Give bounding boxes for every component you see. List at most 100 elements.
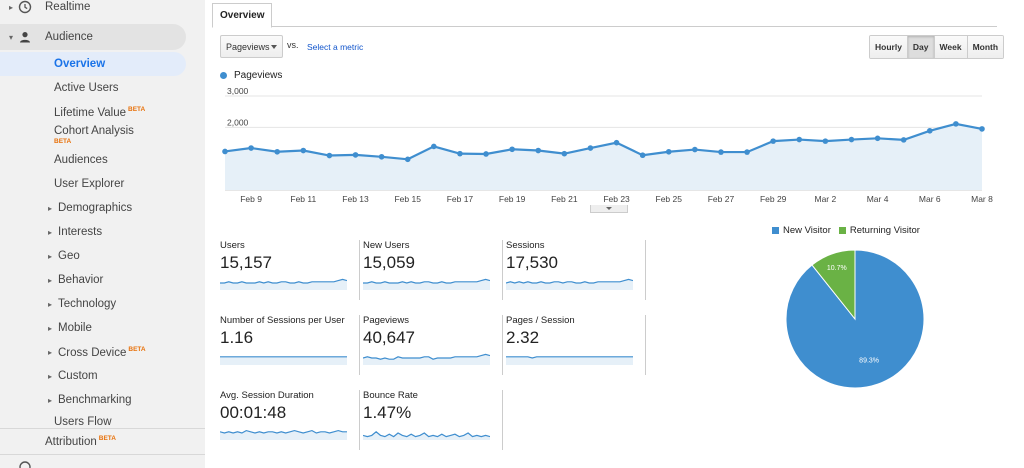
- sidebar-item-label: Geo: [58, 250, 80, 262]
- data-point[interactable]: [874, 135, 881, 142]
- sidebar-item-label: Cohort Analysis: [54, 125, 134, 137]
- pie-legend: New Visitor Returning Visitor: [772, 225, 928, 236]
- data-point[interactable]: [796, 136, 803, 143]
- week-button[interactable]: Week: [934, 36, 968, 58]
- data-point[interactable]: [378, 153, 385, 160]
- data-point[interactable]: [404, 156, 411, 163]
- sidebar-item-custom[interactable]: ▸ Custom: [0, 364, 186, 388]
- legend-label: New Visitor: [783, 225, 831, 236]
- metric-value: 15,059: [363, 253, 415, 272]
- sidebar-item-active-users[interactable]: Active Users: [0, 76, 186, 100]
- metric-tile[interactable]: Users 15,157: [220, 240, 360, 300]
- data-point[interactable]: [665, 148, 672, 155]
- data-point[interactable]: [561, 150, 568, 157]
- sidebar-item-overview[interactable]: Overview: [0, 52, 186, 76]
- data-point[interactable]: [822, 138, 829, 144]
- x-tick-label: Feb 25: [656, 194, 683, 204]
- data-point[interactable]: [352, 152, 359, 158]
- legend-item-new-visitor: New Visitor: [772, 225, 831, 236]
- month-button[interactable]: Month: [967, 36, 1004, 58]
- x-tick-label: Feb 15: [394, 194, 421, 204]
- data-point[interactable]: [953, 121, 959, 127]
- chevron-down-icon: [606, 207, 612, 210]
- data-point[interactable]: [848, 136, 855, 143]
- sidebar-item-label: Demographics: [58, 202, 133, 214]
- data-point[interactable]: [326, 152, 333, 159]
- x-tick-label: Feb 27: [708, 194, 735, 204]
- sidebar-item-audience[interactable]: ▾ Audience: [0, 24, 186, 50]
- metric-label: Pages / Session: [506, 315, 575, 326]
- data-point[interactable]: [613, 139, 620, 146]
- sidebar-item-audiences[interactable]: Audiences: [0, 148, 186, 172]
- beta-badge: BETA: [128, 105, 146, 113]
- sidebar-item-label: Mobile: [58, 322, 92, 334]
- sidebar-item-demographics[interactable]: ▸ Demographics: [0, 196, 186, 220]
- sidebar-divider: [0, 428, 205, 429]
- data-point[interactable]: [718, 149, 724, 155]
- series-area: [225, 123, 982, 190]
- x-tick-label: Feb 19: [499, 194, 526, 204]
- pie-slice-label: 89.3%: [859, 357, 879, 364]
- select-metric-link[interactable]: Select a metric: [307, 42, 364, 52]
- metric-tile[interactable]: Sessions 17,530: [506, 240, 646, 300]
- data-point[interactable]: [639, 152, 646, 159]
- data-point[interactable]: [979, 126, 985, 132]
- data-point[interactable]: [770, 138, 776, 144]
- data-point[interactable]: [222, 148, 228, 155]
- sidebar-item-behavior[interactable]: ▸ Behavior: [0, 268, 186, 292]
- sidebar-item-label: Technology: [58, 298, 117, 310]
- data-point[interactable]: [900, 137, 907, 143]
- sidebar-item-technology[interactable]: ▸ Technology: [0, 292, 186, 316]
- x-tick-label: Feb 23: [603, 194, 630, 204]
- data-point[interactable]: [274, 148, 281, 155]
- caret-right-icon: ▸: [48, 323, 53, 333]
- data-point[interactable]: [431, 143, 437, 150]
- sidebar-item-mobile[interactable]: ▸ Mobile: [0, 316, 186, 340]
- x-tick-label: Feb 21: [551, 194, 578, 204]
- metric-tile[interactable]: Bounce Rate 1.47%: [363, 390, 503, 450]
- day-button[interactable]: Day: [907, 36, 935, 58]
- data-point[interactable]: [509, 146, 515, 153]
- data-point[interactable]: [248, 145, 254, 151]
- sidebar-item-realtime[interactable]: ▸ Realtime: [0, 0, 186, 20]
- sidebar-item-label: User Explorer: [54, 178, 125, 190]
- data-point[interactable]: [300, 147, 307, 154]
- metric-tile[interactable]: Pageviews 40,647: [363, 315, 503, 375]
- metric-value: 17,530: [506, 253, 558, 272]
- pie-slice[interactable]: [811, 249, 856, 321]
- metric-tile[interactable]: Number of Sessions per User 1.16: [220, 315, 360, 375]
- sidebar-item-benchmarking[interactable]: ▸ Benchmarking: [0, 388, 186, 412]
- metric-label: Bounce Rate: [363, 390, 418, 401]
- metric-tile[interactable]: Avg. Session Duration 00:01:48: [220, 390, 360, 450]
- sparkline-line: [220, 429, 347, 434]
- metric-tile[interactable]: New Users 15,059: [363, 240, 503, 300]
- beta-badge: BETA: [128, 345, 146, 353]
- data-point[interactable]: [483, 151, 489, 157]
- metric-tile[interactable]: Pages / Session 2.32: [506, 315, 646, 375]
- sidebar-item-interests[interactable]: ▸ Interests: [0, 220, 186, 244]
- data-point[interactable]: [587, 145, 594, 151]
- sidebar-item-label: Benchmarking: [58, 394, 132, 406]
- vs-label: vs.: [287, 40, 299, 50]
- data-point[interactable]: [744, 149, 750, 155]
- hourly-button[interactable]: Hourly: [870, 36, 908, 58]
- sparkline: [220, 356, 347, 365]
- sidebar-item-user-explorer[interactable]: User Explorer: [0, 172, 186, 196]
- metric-value: 15,157: [220, 253, 272, 272]
- metric-label: Users: [220, 240, 245, 251]
- sidebar-item-cross-device[interactable]: ▸ Cross Device BETA: [0, 340, 186, 364]
- data-point[interactable]: [535, 147, 542, 154]
- y-tick-label: 3,000: [227, 86, 249, 96]
- sidebar-item-cohort-analysis[interactable]: Cohort Analysis BETA: [0, 124, 186, 148]
- sidebar-item-lifetime-value[interactable]: Lifetime Value BETA: [0, 100, 186, 124]
- sidebar-item-attribution[interactable]: Attribution BETA: [0, 428, 186, 454]
- chart-expand-toggle[interactable]: [590, 205, 628, 213]
- tab-overview[interactable]: Overview: [212, 3, 273, 28]
- metric-select[interactable]: Pageviews: [220, 35, 283, 58]
- sidebar-item-users-flow[interactable]: Users Flow: [0, 412, 186, 428]
- data-point[interactable]: [457, 150, 463, 157]
- data-point[interactable]: [926, 127, 933, 134]
- data-point[interactable]: [692, 146, 698, 153]
- sidebar-item-geo[interactable]: ▸ Geo: [0, 244, 186, 268]
